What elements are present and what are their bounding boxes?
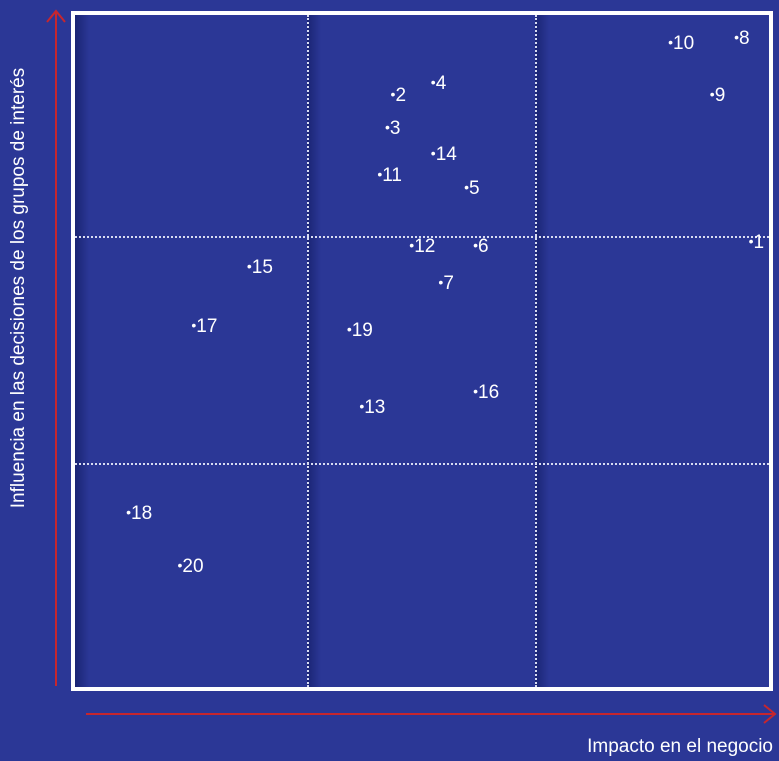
point-label: 5 (469, 178, 480, 200)
data-point-3: •3 (385, 117, 400, 139)
data-point-18: •18 (126, 502, 152, 524)
point-marker: • (473, 383, 479, 400)
data-point-19: •19 (347, 319, 373, 341)
point-marker: • (668, 33, 674, 50)
data-point-16: •16 (473, 381, 499, 403)
point-label: 1 (753, 231, 765, 253)
column-shade-1 (75, 15, 89, 687)
point-label: 3 (389, 117, 401, 139)
data-point-11: •11 (377, 164, 402, 186)
data-point-17: •17 (191, 315, 217, 337)
point-marker: • (126, 503, 132, 520)
point-marker: • (346, 321, 352, 338)
point-label: 18 (131, 502, 153, 524)
point-label: 9 (714, 84, 726, 106)
data-point-10: •10 (668, 32, 694, 54)
data-point-15: •15 (247, 256, 273, 278)
point-label: 19 (351, 320, 373, 342)
data-point-20: •20 (177, 555, 203, 577)
point-marker: • (359, 398, 365, 415)
point-marker: • (390, 85, 396, 102)
point-label: 20 (182, 556, 204, 578)
point-marker: • (177, 557, 183, 574)
point-label: 15 (251, 256, 273, 278)
point-label: 8 (738, 28, 750, 50)
data-point-5: •5 (464, 177, 479, 199)
data-point-6: •6 (473, 235, 488, 257)
point-marker: • (734, 29, 739, 46)
point-label: 12 (414, 235, 436, 257)
grid-line-horizontal-1 (75, 236, 769, 238)
point-marker: • (384, 118, 390, 135)
point-marker: • (377, 165, 383, 182)
grid-line-horizontal-2 (75, 463, 769, 465)
data-point-4: •4 (431, 72, 446, 94)
data-point-2: •2 (391, 84, 406, 106)
point-label: 17 (196, 315, 218, 337)
point-label: 11 (382, 164, 402, 186)
y-axis-arrow (46, 9, 66, 686)
data-point-9: •9 (710, 84, 725, 106)
point-label: 16 (478, 382, 500, 404)
point-marker: • (409, 236, 415, 253)
data-point-8: •8 (734, 27, 749, 49)
column-shade-2 (307, 15, 321, 687)
y-axis-title: Influencia en las decisiones de los grup… (8, 67, 29, 509)
data-point-14: •14 (431, 143, 457, 165)
point-marker: • (748, 232, 754, 249)
point-label: 4 (435, 73, 447, 95)
point-marker: • (430, 74, 436, 91)
data-point-7: •7 (438, 272, 453, 294)
plot-area (71, 11, 773, 691)
point-label: 7 (443, 272, 454, 294)
grid-line-vertical-2 (535, 15, 537, 687)
data-point-1: •1 (749, 231, 764, 253)
point-marker: • (473, 236, 479, 253)
point-label: 14 (435, 144, 457, 166)
column-shade-3 (535, 15, 549, 687)
point-label: 6 (478, 235, 489, 257)
point-label: 13 (364, 397, 386, 419)
data-point-12: •12 (409, 235, 435, 257)
point-marker: • (709, 85, 715, 102)
point-label: 2 (395, 84, 407, 106)
point-label: 10 (673, 32, 695, 54)
data-point-13: •13 (359, 396, 385, 418)
x-axis-arrow (86, 704, 777, 724)
grid-line-vertical-1 (307, 15, 309, 687)
point-marker: • (430, 145, 436, 162)
point-marker: • (246, 257, 252, 274)
x-axis-title: Impacto en el negocio (587, 736, 773, 757)
point-marker: • (438, 273, 444, 290)
point-marker: • (191, 316, 197, 333)
point-marker: • (464, 179, 470, 196)
